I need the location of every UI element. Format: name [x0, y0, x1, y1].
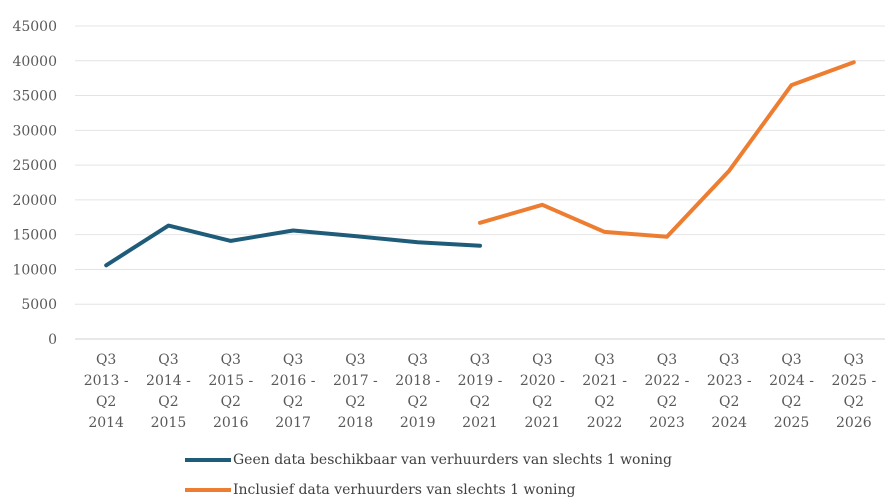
x-tick-label: 2017 — [275, 415, 311, 431]
x-tick-label: Q2 — [96, 394, 116, 410]
x-tick-label: 2022 - — [645, 373, 690, 389]
x-tick-label: Q3 — [532, 352, 552, 368]
x-tick-label: Q3 — [96, 352, 116, 368]
series-line-1 — [104, 223, 482, 268]
x-tick-label: Q3 — [407, 352, 427, 368]
x-tick-label: 2024 - — [769, 373, 814, 389]
x-tick-label: Q2 — [594, 394, 614, 410]
x-tick-label: Q2 — [719, 394, 739, 410]
x-tick-label: Q3 — [781, 352, 801, 368]
x-tick-label: 2024 — [711, 415, 747, 431]
y-tick-label: 0 — [48, 332, 57, 348]
x-tick-label: 2023 — [649, 415, 685, 431]
x-tick-label: 2015 — [151, 415, 187, 431]
gridlines — [75, 25, 885, 340]
x-tick-label: Q2 — [844, 394, 864, 410]
x-tick-label: 2021 — [462, 415, 498, 431]
x-tick-label: 2025 - — [831, 373, 876, 389]
x-tick-label: 2016 - — [271, 373, 316, 389]
x-tick-label: Q2 — [283, 394, 303, 410]
y-tick-label: 20000 — [12, 193, 57, 209]
x-tick-label: 2023 - — [707, 373, 752, 389]
x-tick-label: 2022 — [587, 415, 623, 431]
legend-item-1: Geen data beschikbaar van verhuurders va… — [185, 452, 672, 468]
x-tick-label: 2020 - — [520, 373, 565, 389]
x-tick-label: Q2 — [532, 394, 552, 410]
x-axis: Q3 2013 - Q2 2014 Q3 2014 - Q2 2015 Q3 2015 - Q2 20… — [84, 352, 877, 431]
x-tick-label: 2014 — [88, 415, 124, 431]
x-tick-label: Q3 — [470, 352, 490, 368]
y-tick-label: 30000 — [12, 123, 57, 139]
x-tick-label: 2019 — [400, 415, 436, 431]
y-tick-label: 45000 — [12, 19, 57, 35]
series-lines — [104, 60, 856, 268]
y-tick-label: 25000 — [12, 158, 57, 174]
legend-item-2: Inclusief data verhuurders van slechts 1… — [185, 482, 575, 498]
y-tick-label: 35000 — [12, 89, 57, 105]
x-tick-label: Q2 — [657, 394, 677, 410]
x-tick-label: 2015 - — [208, 373, 253, 389]
x-tick-label: 2016 — [213, 415, 249, 431]
y-tick-label: 40000 — [12, 54, 57, 70]
x-tick-label: Q3 — [283, 352, 303, 368]
x-tick-label: Q2 — [345, 394, 365, 410]
x-tick-label: 2025 — [774, 415, 810, 431]
x-tick-label: 2018 - — [395, 373, 440, 389]
x-tick-label: 2017 - — [333, 373, 378, 389]
x-tick-label: 2013 - — [84, 373, 129, 389]
x-tick-label: Q2 — [221, 394, 241, 410]
x-tick-label: 2021 — [524, 415, 560, 431]
y-axis: 0 5000 10000 15000 20000 25000 30000 35000 40000… — [12, 19, 57, 348]
legend-label-2: Inclusief data verhuurders van slechts 1… — [233, 482, 576, 498]
legend-label-1: Geen data beschikbaar van verhuurders va… — [233, 452, 672, 468]
x-tick-label: Q2 — [470, 394, 490, 410]
x-tick-label: Q3 — [719, 352, 739, 368]
x-tick-label: 2019 - — [458, 373, 503, 389]
x-tick-label: 2026 — [836, 415, 872, 431]
x-tick-label: Q3 — [657, 352, 677, 368]
x-tick-label: Q3 — [158, 352, 178, 368]
y-tick-label: 5000 — [21, 297, 57, 313]
x-tick-label: 2014 - — [146, 373, 191, 389]
x-tick-label: Q2 — [158, 394, 178, 410]
x-tick-label: Q3 — [345, 352, 365, 368]
legend-swatch-1 — [185, 458, 231, 462]
y-tick-label: 15000 — [12, 228, 57, 244]
x-tick-label: Q2 — [781, 394, 801, 410]
x-tick-label: Q3 — [221, 352, 241, 368]
x-tick-label: 2018 — [338, 415, 374, 431]
x-tick-label: Q3 — [594, 352, 614, 368]
x-tick-label: Q3 — [844, 352, 864, 368]
series-line-2 — [478, 60, 856, 239]
legend-swatch-2 — [185, 488, 231, 492]
y-tick-label: 10000 — [12, 262, 57, 278]
x-tick-label: 2021 - — [582, 373, 627, 389]
x-tick-label: Q2 — [407, 394, 427, 410]
